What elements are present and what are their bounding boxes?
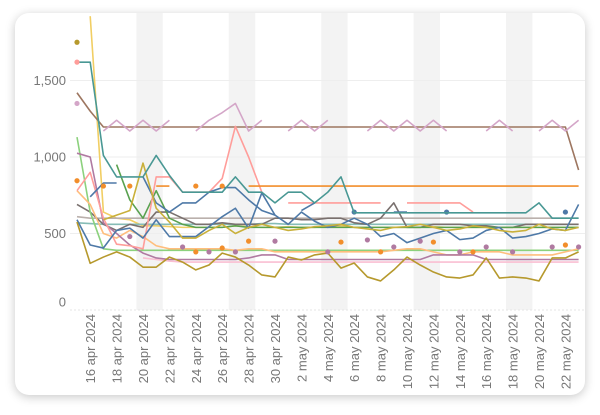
weekend-bands — [136, 13, 533, 310]
x-tick-label: 30 apr 2024 — [268, 314, 283, 383]
x-tick-label: 28 apr 2024 — [242, 314, 257, 383]
data-point — [193, 249, 199, 255]
data-point — [193, 183, 199, 189]
series-line — [142, 257, 579, 263]
series-line — [485, 119, 514, 132]
data-point — [457, 249, 463, 255]
data-point — [127, 183, 133, 189]
data-point — [391, 244, 397, 250]
x-tick-label: 18 apr 2024 — [110, 314, 125, 383]
data-point — [272, 238, 278, 244]
x-tick-label: 20 may 2024 — [532, 314, 547, 389]
x-tick-label: 22 may 2024 — [558, 314, 573, 389]
data-point — [127, 233, 133, 240]
weekend-band — [228, 13, 256, 310]
x-tick-label: 16 apr 2024 — [83, 314, 98, 383]
x-tick-label: 22 apr 2024 — [162, 314, 177, 383]
x-axis: 16 apr 2024 18 apr 2024 20 apr 2024 22 apr … — [83, 314, 573, 389]
data-point — [74, 100, 80, 107]
series-s18 — [77, 61, 579, 219]
series-line — [103, 162, 579, 239]
x-tick-label: 6 may 2024 — [347, 314, 362, 382]
series-line — [287, 119, 329, 132]
data-point — [417, 238, 423, 244]
x-tick-label: 10 may 2024 — [400, 314, 415, 389]
y-tick-label: 500 — [44, 226, 66, 241]
x-tick-label: 14 may 2024 — [453, 314, 468, 389]
series-s11 — [76, 152, 579, 261]
chart-card — [15, 13, 585, 395]
series-line — [195, 102, 263, 132]
series-s8 — [115, 164, 579, 229]
y-tick-label: 1,000 — [33, 150, 66, 165]
data-point — [246, 238, 252, 244]
series-line — [300, 202, 316, 212]
series-s19 — [127, 233, 582, 255]
data-point — [549, 244, 555, 250]
data-point — [232, 249, 238, 255]
data-point — [576, 244, 582, 250]
x-tick-label: 26 apr 2024 — [215, 314, 230, 383]
series-s3 — [74, 100, 580, 132]
x-tick-label: 24 apr 2024 — [189, 314, 204, 383]
x-tick-label: 12 may 2024 — [426, 314, 441, 389]
data-point — [470, 249, 476, 255]
x-tick-label: 20 apr 2024 — [136, 314, 151, 383]
series-line — [538, 119, 580, 132]
data-point — [100, 183, 106, 189]
x-tick-label: 2 may 2024 — [294, 314, 309, 382]
y-tick-label: 0 — [59, 295, 66, 310]
data-point — [180, 244, 186, 250]
data-point — [562, 242, 569, 248]
data-point — [378, 249, 384, 255]
data-point — [325, 249, 331, 255]
series-s20 — [193, 238, 569, 255]
x-tick-label: 18 may 2024 — [506, 314, 521, 389]
series-line — [366, 119, 448, 132]
series-s21 — [74, 39, 80, 45]
x-tick-label: 8 may 2024 — [374, 314, 389, 382]
data-point — [562, 209, 569, 215]
series-line — [89, 182, 117, 198]
gridlines — [70, 80, 585, 311]
data-point — [338, 239, 344, 245]
x-tick-label: 16 may 2024 — [479, 314, 494, 389]
series-s13 — [76, 192, 580, 249]
series-line — [76, 152, 579, 261]
weekend-band — [506, 13, 533, 310]
data-point — [483, 244, 489, 250]
series-line — [407, 202, 474, 213]
series-line — [76, 125, 263, 250]
series-line — [115, 164, 579, 229]
y-tick-label: 1,500 — [33, 73, 66, 88]
series-s12 — [76, 125, 474, 250]
weekend-band — [321, 13, 348, 310]
data-point — [206, 249, 212, 255]
data-point — [219, 245, 225, 251]
series-s16 — [103, 162, 579, 239]
weekend-band — [413, 13, 440, 310]
series-s10 — [142, 257, 579, 263]
data-point — [364, 237, 370, 243]
data-point — [430, 239, 436, 245]
series-layer — [74, 16, 582, 282]
series-line — [76, 192, 580, 249]
series-line — [77, 61, 579, 219]
x-tick-label: 4 may 2024 — [321, 314, 336, 382]
series-s22 — [74, 59, 80, 65]
data-point — [509, 249, 516, 255]
data-point — [74, 178, 80, 184]
data-point — [219, 183, 225, 189]
data-point — [74, 39, 80, 45]
series-line — [102, 119, 170, 132]
y-axis: 0 500 1,000 1,500 — [33, 73, 66, 310]
data-point — [74, 59, 80, 65]
series-s17 — [74, 178, 579, 189]
